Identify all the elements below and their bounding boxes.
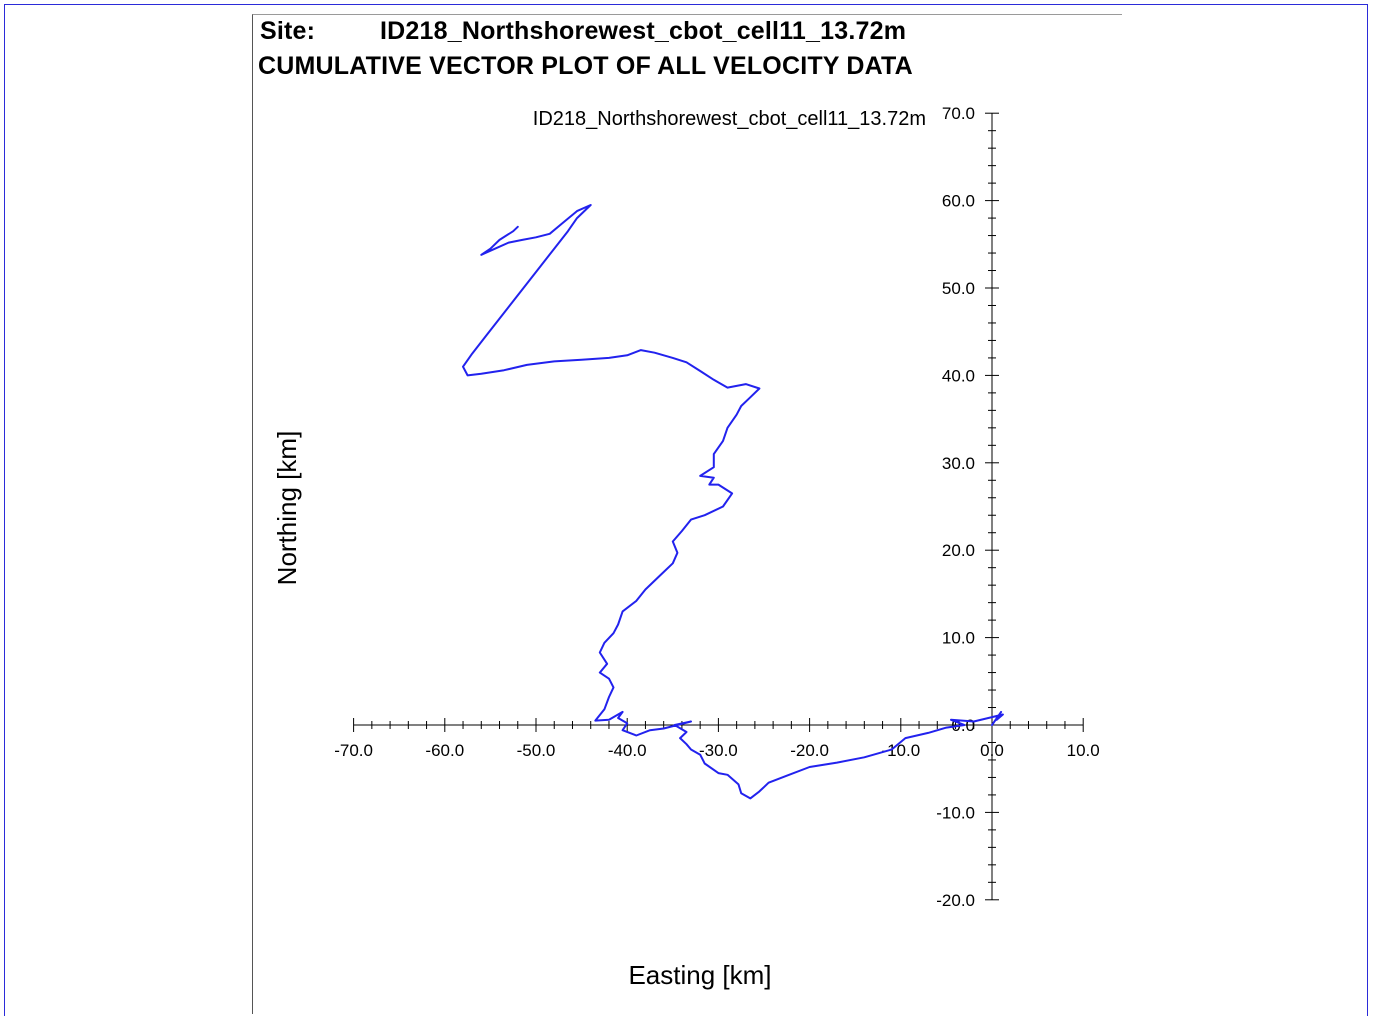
x-tick-label: 10.0 — [1067, 741, 1100, 760]
y-tick-label: 40.0 — [942, 366, 975, 385]
chart-title: ID218_Northshorewest_cbot_cell11_13.72m — [533, 108, 926, 130]
x-tick-label: -10.0 — [881, 741, 920, 760]
x-tick-label: -30.0 — [699, 741, 738, 760]
y-tick-label: -10.0 — [936, 803, 975, 822]
plot-layer — [462, 204, 1004, 800]
y-tick-label: -20.0 — [936, 891, 975, 910]
x-axis: -70.0 -60.0 -50.0 -40.0 -30.0 -20.0 -10.0 0.0 10… — [334, 718, 1100, 760]
x-tick-label: -60.0 — [425, 741, 464, 760]
y-tick-label: 70.0 — [942, 104, 975, 123]
cumulative-vector-path — [462, 204, 1004, 800]
report-title: CUMULATIVE VECTOR PLOT OF ALL VELOCITY D… — [258, 52, 913, 80]
page-frame — [4, 4, 1368, 1016]
x-tick-label: -50.0 — [517, 741, 556, 760]
x-tick-label: -40.0 — [608, 741, 647, 760]
y-tick-label: 20.0 — [942, 541, 975, 560]
y-tick-label: 60.0 — [942, 192, 975, 211]
site-label: Site: — [260, 17, 316, 45]
x-tick-label: -70.0 — [334, 741, 373, 760]
y-tick-label: 50.0 — [942, 279, 975, 298]
x-axis-label: Easting [km] — [628, 960, 771, 990]
y-axis-label: Northing [km] — [272, 431, 302, 586]
report-panel: Site: ID218_Northshorewest_cbot_cell11_1… — [252, 14, 1122, 1014]
y-axis: -20.0-10.00.010.020.030.040.050.060.070.… — [936, 104, 999, 910]
site-name: ID218_Northshorewest_cbot_cell11_13.72m — [380, 17, 907, 45]
x-tick-label: -20.0 — [790, 741, 829, 760]
y-tick-label: 30.0 — [942, 454, 975, 473]
y-tick-label: 10.0 — [942, 629, 975, 648]
